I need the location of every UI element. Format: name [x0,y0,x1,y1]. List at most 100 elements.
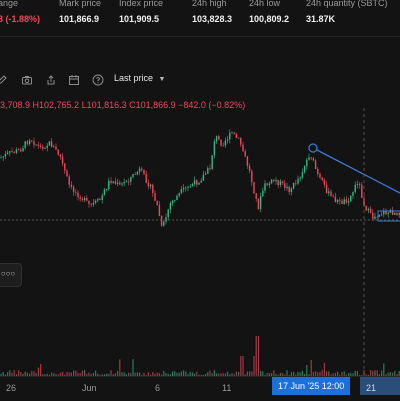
candle-body [83,197,86,201]
volume-bar [209,370,211,376]
volume-bar [356,370,358,376]
volume-bar [59,372,61,376]
candle-body [295,182,297,184]
volume-bar [198,374,200,376]
candle-body [224,140,227,146]
volume-bar [205,373,207,376]
volume-bar [154,373,156,376]
candle-body [317,169,319,174]
camera-icon[interactable] [21,73,33,85]
volume-bar [277,374,279,376]
candle-body [308,157,310,160]
volume-bar [365,374,367,376]
candle-body [226,139,229,141]
volume-bar [308,374,310,376]
volume-bar [145,374,147,376]
candle-body [68,176,70,185]
volume-bar [295,374,297,376]
volume-bar [211,373,213,376]
candle-body [297,178,299,184]
volume-bar [244,374,246,376]
stat-value-index-price: 101,909.5 [119,14,160,24]
cursor-time-label: 17 Jun '25 12:00 [272,377,351,395]
volume-bar [108,373,110,376]
candle-body [6,152,9,155]
candle-body [176,195,178,201]
candle-body [361,184,363,198]
stat-value-change: 8 (-1.88%) [0,14,41,24]
volume-bar [101,374,103,376]
candle-body [312,158,315,161]
volume-bar [238,372,240,376]
candle-body [301,172,304,178]
stat-value-24h-quantity: 31.87K [306,14,336,24]
volume-bar [150,374,152,376]
volume-bar [97,373,99,376]
volume-bar [273,370,275,376]
candle-body [383,211,385,215]
candle-body [391,209,394,215]
volume-bar [48,374,50,376]
indicator-legend-toggle[interactable]: ○○○ [0,263,22,287]
share-icon[interactable] [45,73,57,85]
volume-bar [2,372,4,376]
candle-body [77,192,79,198]
volume-bar [242,356,244,376]
volume-bar [264,374,266,376]
calendar-icon[interactable] [68,73,80,85]
price-chart[interactable] [0,108,400,376]
candle-body [374,216,376,219]
volume-bar [119,359,121,376]
volume-bar [163,370,165,376]
candle-body [154,192,156,201]
volume-bar [174,371,176,376]
candle-body [209,168,211,170]
volume-bar [297,372,299,376]
candle-body [204,173,207,175]
volume-bar [77,372,79,376]
candle-body [198,182,200,185]
volume-bar [317,372,319,376]
candle-body [143,169,145,174]
candle-body [376,216,378,218]
candle-body [46,145,48,148]
volume-bar [66,371,68,376]
time-axis: 26 Jun 6 11 17 Jun '25 12:00 21 [0,376,400,401]
volume-bar [321,370,323,376]
candle-body [11,151,13,153]
candle-body [187,186,189,188]
volume-bar [92,373,94,376]
pencil-icon[interactable] [0,73,8,85]
volume-bar [301,370,303,376]
candle-body [325,184,328,194]
volume-bar [128,372,130,376]
help-icon[interactable] [92,73,104,86]
candle-body [132,174,134,178]
candle-body [86,197,88,201]
volume-bar [141,374,143,376]
candle-body [44,147,46,149]
volume-bar [240,356,242,376]
candle-body [369,208,372,213]
candle-body [66,170,68,177]
volume-bar [194,373,196,376]
volume-bar [7,372,9,376]
candle-body [37,144,40,146]
volume-bar [319,371,321,376]
volume-bar [227,371,229,376]
candle-body [48,141,51,146]
volume-bar [189,371,191,376]
volume-bar [136,372,138,376]
volume-bar [233,374,235,376]
candle-body [319,173,321,178]
candle-body [229,132,231,140]
candle-body [380,214,383,216]
candle-body [354,184,356,192]
price-type-selector[interactable]: Last price ▼ [114,73,165,83]
candle-body [262,190,264,197]
candle-body [193,180,196,185]
volume-bar [330,374,332,376]
candle-body [182,187,185,190]
volume-bar [372,370,374,376]
volume-bar [15,374,17,376]
